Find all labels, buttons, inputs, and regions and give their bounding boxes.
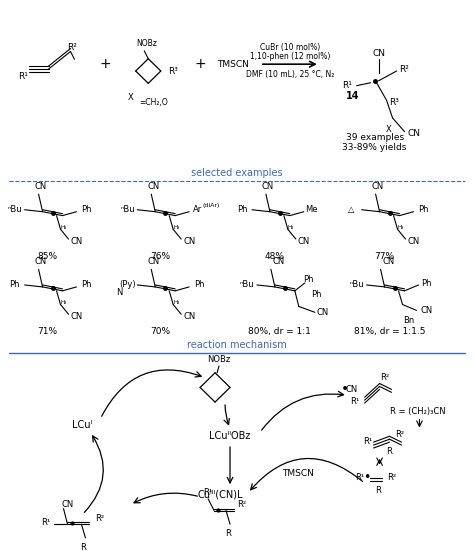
Text: Ph: Ph [418,205,428,214]
Text: CN: CN [61,500,73,509]
Text: LCuᴵᴵOBz: LCuᴵᴵOBz [210,431,251,441]
Text: CN: CN [273,257,285,266]
Text: Ph: Ph [311,290,322,299]
Text: R²: R² [387,473,396,482]
Text: +: + [100,57,111,71]
Text: 70%: 70% [150,327,170,336]
Text: +: + [194,57,206,71]
Text: CN: CN [372,49,385,58]
Text: N: N [116,288,123,298]
Text: Bn: Bn [403,316,414,325]
Text: NOBz: NOBz [136,39,157,47]
Text: H₃: H₃ [398,225,404,230]
Text: ⁿBu: ⁿBu [240,280,254,289]
Text: R¹: R¹ [342,81,352,90]
Text: Ar: Ar [192,205,202,214]
Text: H₃: H₃ [173,225,180,230]
Text: (Py): (Py) [119,280,136,289]
Text: CN: CN [408,129,421,138]
Text: 1,10-phen (12 mol%): 1,10-phen (12 mol%) [250,52,330,61]
Text: CuBr (10 mol%): CuBr (10 mol%) [260,43,320,52]
Text: ⁿBu: ⁿBu [7,205,22,214]
Text: R = (CH₂)₃CN: R = (CH₂)₃CN [390,407,445,417]
Text: R¹: R¹ [350,397,359,406]
Text: CN: CN [383,257,395,266]
Text: CN: CN [147,257,159,266]
Text: Ph: Ph [9,280,20,289]
Text: R²: R² [95,514,104,523]
Text: 48%: 48% [265,252,285,261]
Text: 71%: 71% [37,327,58,336]
Text: △: △ [348,205,355,214]
Text: R¹: R¹ [18,72,27,82]
Text: Ph: Ph [421,278,432,288]
Text: X: X [128,93,133,101]
Text: H₃: H₃ [61,300,67,305]
Text: ⁿBu: ⁿBu [349,280,364,289]
Text: 77%: 77% [374,252,395,261]
Text: reaction mechanism: reaction mechanism [187,341,287,350]
Text: R³: R³ [390,98,400,107]
Text: 39 examples: 39 examples [346,133,404,142]
Text: R²: R² [68,43,77,52]
Text: 81%, dr = 1:1.5: 81%, dr = 1:1.5 [354,327,425,336]
Text: CN: CN [420,306,433,315]
Text: Ph: Ph [237,205,247,214]
Text: 33-89% yields: 33-89% yields [342,143,407,152]
Text: Me: Me [306,205,318,214]
Text: R¹: R¹ [363,437,372,446]
Text: 85%: 85% [37,252,58,261]
Text: CN: CN [35,257,47,266]
Text: 76%: 76% [150,252,170,261]
Text: 14: 14 [346,91,359,101]
Text: CN: CN [70,236,82,246]
Text: R: R [387,447,392,456]
Text: CN: CN [183,236,195,246]
Text: R: R [374,487,381,495]
Text: CN: CN [262,182,274,191]
Text: CN: CN [298,236,310,246]
Text: (diAr): (diAr) [202,203,220,208]
Text: H₃: H₃ [288,225,294,230]
Text: R²: R² [380,373,389,382]
Text: R²: R² [237,500,246,509]
Text: CN: CN [70,312,82,321]
Text: Ph: Ph [194,280,204,289]
Text: LCuᴵ: LCuᴵ [73,419,92,430]
Text: CN: CN [346,385,358,394]
Text: H₃: H₃ [173,300,180,305]
Text: CN: CN [147,182,159,191]
Text: R¹: R¹ [203,488,213,498]
Text: selected examples: selected examples [191,168,283,178]
Text: R: R [81,543,86,551]
Text: R¹: R¹ [355,473,364,482]
Text: H₃: H₃ [61,225,67,230]
Text: Ph: Ph [81,205,91,214]
Text: TMSCN: TMSCN [282,469,314,478]
Text: CN: CN [35,182,47,191]
Text: X: X [386,125,392,134]
Text: ⁿBu: ⁿBu [120,205,135,214]
Text: R¹: R¹ [41,518,50,527]
Text: CN: CN [407,236,419,246]
Text: TMSCN: TMSCN [217,60,249,69]
Text: Ph: Ph [81,280,91,289]
Text: R²: R² [400,64,410,74]
Text: DMF (10 mL), 25 °C, N₂: DMF (10 mL), 25 °C, N₂ [246,71,334,79]
Text: NOBz: NOBz [208,355,231,364]
Text: R³: R³ [168,67,178,75]
Text: =CH₂,O: =CH₂,O [139,99,168,107]
Text: CN: CN [183,312,195,321]
Text: CN: CN [372,182,384,191]
Text: Cuᴵᴵᴵ(CN)L: Cuᴵᴵᴵ(CN)L [197,490,243,500]
Text: R²: R² [395,430,404,439]
Text: 80%, dr = 1:1: 80%, dr = 1:1 [248,327,311,336]
Text: R: R [225,530,231,538]
Text: Ph: Ph [303,274,314,284]
Text: CN: CN [317,308,329,317]
Text: •: • [340,382,349,396]
Text: •: • [363,471,370,484]
